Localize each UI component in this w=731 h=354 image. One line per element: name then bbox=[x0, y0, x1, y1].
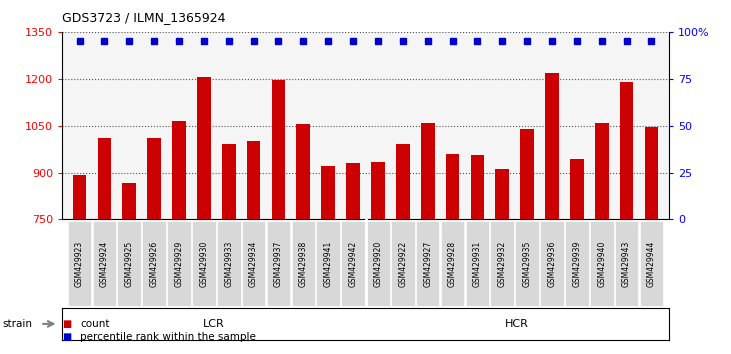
Bar bbox=[471, 155, 484, 219]
Text: GSM429936: GSM429936 bbox=[548, 240, 556, 287]
Bar bbox=[645, 127, 659, 219]
Bar bbox=[68, 221, 91, 306]
Bar bbox=[242, 221, 265, 306]
Bar bbox=[570, 159, 583, 219]
Text: ■: ■ bbox=[62, 319, 72, 329]
Text: GSM429941: GSM429941 bbox=[324, 241, 333, 287]
Bar bbox=[416, 221, 439, 306]
Text: GSM429927: GSM429927 bbox=[423, 241, 432, 287]
Bar bbox=[118, 221, 141, 306]
Bar bbox=[441, 221, 464, 306]
Text: strain: strain bbox=[2, 319, 32, 329]
Bar bbox=[590, 221, 613, 306]
Text: percentile rank within the sample: percentile rank within the sample bbox=[80, 332, 257, 342]
Bar bbox=[247, 141, 260, 219]
Text: GDS3723 / ILMN_1365924: GDS3723 / ILMN_1365924 bbox=[62, 11, 226, 24]
Bar bbox=[615, 221, 638, 306]
Text: ■: ■ bbox=[62, 332, 72, 342]
Bar bbox=[222, 144, 235, 219]
Text: GSM429944: GSM429944 bbox=[647, 240, 656, 287]
Bar bbox=[72, 175, 86, 219]
Bar bbox=[391, 221, 414, 306]
Bar bbox=[341, 221, 365, 306]
Bar bbox=[545, 73, 558, 219]
Text: count: count bbox=[80, 319, 110, 329]
Bar bbox=[515, 221, 539, 306]
Text: GSM429925: GSM429925 bbox=[125, 241, 134, 287]
Bar bbox=[173, 121, 186, 219]
Bar bbox=[595, 122, 609, 219]
Text: GSM429938: GSM429938 bbox=[299, 241, 308, 287]
Text: GSM429930: GSM429930 bbox=[200, 240, 208, 287]
Bar bbox=[371, 162, 385, 219]
Bar bbox=[93, 221, 116, 306]
Text: GSM429934: GSM429934 bbox=[249, 240, 258, 287]
Text: GSM429931: GSM429931 bbox=[473, 241, 482, 287]
Bar bbox=[167, 221, 191, 306]
Text: GSM429926: GSM429926 bbox=[150, 241, 159, 287]
Bar bbox=[496, 170, 509, 219]
Bar bbox=[520, 129, 534, 219]
Text: GSM429943: GSM429943 bbox=[622, 240, 631, 287]
Bar bbox=[192, 221, 216, 306]
Bar bbox=[346, 163, 360, 219]
Text: GSM429920: GSM429920 bbox=[374, 241, 382, 287]
Bar bbox=[297, 124, 310, 219]
Text: GSM429923: GSM429923 bbox=[75, 241, 84, 287]
Text: GSM429935: GSM429935 bbox=[523, 240, 531, 287]
Bar bbox=[446, 154, 459, 219]
Bar bbox=[366, 221, 390, 306]
Text: GSM429928: GSM429928 bbox=[448, 241, 457, 287]
Text: GSM429939: GSM429939 bbox=[572, 240, 581, 287]
Text: LCR: LCR bbox=[203, 319, 224, 329]
Bar bbox=[491, 221, 514, 306]
Bar bbox=[122, 183, 136, 219]
Bar bbox=[197, 77, 211, 219]
Text: HCR: HCR bbox=[505, 319, 529, 329]
Text: GSM429929: GSM429929 bbox=[175, 241, 183, 287]
Text: GSM429940: GSM429940 bbox=[597, 240, 606, 287]
Bar bbox=[292, 221, 315, 306]
Bar bbox=[466, 221, 489, 306]
Text: GSM429922: GSM429922 bbox=[398, 241, 407, 287]
Bar bbox=[421, 122, 434, 219]
Bar bbox=[97, 138, 111, 219]
Bar bbox=[148, 138, 161, 219]
Bar bbox=[620, 82, 634, 219]
Bar bbox=[540, 221, 564, 306]
Bar bbox=[322, 166, 335, 219]
Text: GSM429933: GSM429933 bbox=[224, 240, 233, 287]
Bar bbox=[317, 221, 340, 306]
Bar bbox=[267, 221, 290, 306]
Text: GSM429937: GSM429937 bbox=[274, 240, 283, 287]
Bar bbox=[272, 80, 285, 219]
Bar bbox=[396, 144, 409, 219]
Bar bbox=[143, 221, 166, 306]
Text: GSM429924: GSM429924 bbox=[100, 241, 109, 287]
Text: GSM429932: GSM429932 bbox=[498, 241, 507, 287]
Bar bbox=[565, 221, 588, 306]
Bar bbox=[217, 221, 240, 306]
Text: GSM429942: GSM429942 bbox=[349, 241, 357, 287]
Bar bbox=[640, 221, 663, 306]
